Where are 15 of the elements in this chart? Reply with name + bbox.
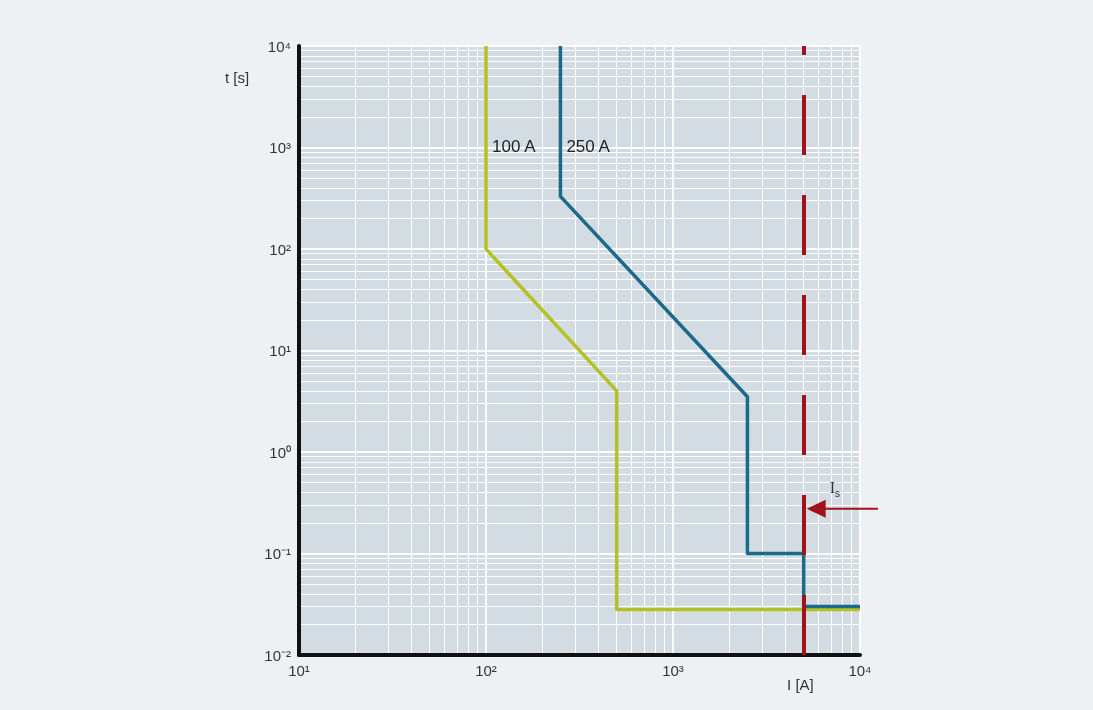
y-tick-label: 10⁴ bbox=[267, 37, 291, 55]
y-tick-label: 10³ bbox=[269, 139, 291, 156]
y-tick-label: 10⁰ bbox=[269, 443, 291, 461]
series-label: 250 A bbox=[566, 136, 611, 156]
series-label: 100 A bbox=[492, 136, 537, 156]
x-tick-label: 10⁴ bbox=[848, 662, 872, 679]
x-tick-label: 10² bbox=[475, 662, 497, 679]
y-tick-label: 10⁻² bbox=[264, 646, 291, 664]
y-tick-label: 10² bbox=[269, 240, 291, 258]
y-tick-label: 10¹ bbox=[269, 342, 291, 359]
y-tick-label: 10⁻¹ bbox=[264, 545, 291, 562]
x-tick-label: 10³ bbox=[662, 662, 684, 679]
y-axis-title: t [s] bbox=[225, 69, 250, 86]
x-axis-title: I [A] bbox=[787, 676, 814, 693]
x-tick-label: 10¹ bbox=[288, 662, 310, 679]
